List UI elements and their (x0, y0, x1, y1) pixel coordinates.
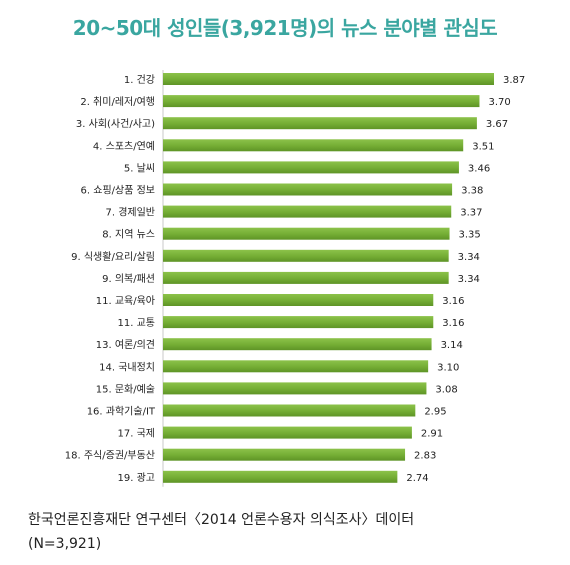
category-label: 18. 주식/증권/부동산 (65, 450, 155, 462)
bar (163, 95, 480, 108)
bar (163, 117, 477, 130)
category-label: 14. 국내정치 (99, 361, 155, 373)
bar (163, 73, 494, 85)
value-label: 2.74 (406, 473, 428, 484)
value-label: 3.37 (460, 208, 482, 219)
value-label: 3.46 (468, 163, 490, 174)
category-label: 7. 경제일반 (105, 206, 155, 219)
bar (163, 448, 406, 461)
bar-chart: 1. 건강 3.87 2. 취미/레저/여행 3.70 3. 사회(사건/사고) 3.67… (65, 70, 525, 487)
category-label: 8. 지역 뉴스 (102, 229, 155, 241)
source-line-2: (N=3,921) (28, 536, 102, 552)
bar (163, 338, 432, 351)
bar (163, 426, 412, 439)
bar (163, 205, 452, 218)
bar (163, 316, 434, 329)
category-label: 3. 사회(사건/사고) (76, 118, 155, 130)
category-label: 9. 식생활/요리/살림 (71, 250, 155, 263)
category-label: 5. 날씨 (124, 162, 155, 174)
category-label: 11. 교육/육아 (96, 295, 155, 307)
value-label: 3.67 (486, 119, 508, 130)
value-label: 3.70 (488, 97, 510, 108)
bar (163, 404, 416, 417)
value-label: 3.08 (435, 384, 457, 395)
value-label: 2.91 (421, 429, 443, 440)
value-label: 3.87 (503, 75, 525, 86)
category-label: 9. 의복/패션 (102, 273, 155, 285)
category-label: 6. 쇼핑/상품 정보 (81, 185, 155, 197)
value-label: 3.34 (458, 252, 480, 263)
bar (163, 183, 453, 196)
bar (163, 227, 450, 240)
category-label: 13. 여론/의견 (96, 339, 155, 351)
source-note: 한국언론진흥재단 연구센터〈2014 언론수용자 의식조사〉데이터 (N=3,9… (28, 508, 558, 556)
value-label: 3.34 (458, 274, 480, 285)
category-label: 11. 교통 (118, 317, 155, 329)
value-label: 3.10 (437, 362, 459, 373)
value-label: 3.38 (461, 186, 483, 197)
category-label: 2. 취미/레저/여행 (80, 96, 155, 108)
bar (163, 161, 459, 174)
value-label: 2.95 (424, 407, 446, 418)
chart-title: 20~50대 성인들(3,921명)의 뉴스 분야별 관심도 (72, 16, 498, 40)
category-label: 1. 건강 (124, 74, 155, 86)
category-label: 17. 국제 (118, 428, 155, 440)
category-label: 15. 문화/예술 (96, 383, 155, 395)
bar (163, 382, 427, 395)
value-label: 3.16 (442, 296, 464, 307)
value-label: 3.14 (441, 340, 463, 351)
bar (163, 271, 449, 284)
bar (163, 249, 449, 262)
bar (163, 139, 464, 152)
source-line-1: 한국언론진흥재단 연구센터〈2014 언론수용자 의식조사〉데이터 (28, 512, 415, 528)
value-label: 2.83 (414, 451, 436, 462)
bar (163, 294, 434, 306)
value-label: 3.35 (459, 230, 481, 241)
value-label: 3.16 (442, 318, 464, 329)
category-label: 19. 광고 (118, 472, 155, 484)
category-label: 4. 스포츠/연예 (93, 140, 155, 152)
bar (163, 360, 429, 373)
value-label: 3.51 (472, 141, 494, 152)
bar (163, 470, 398, 483)
category-label: 16. 과학기술/IT (87, 406, 156, 418)
